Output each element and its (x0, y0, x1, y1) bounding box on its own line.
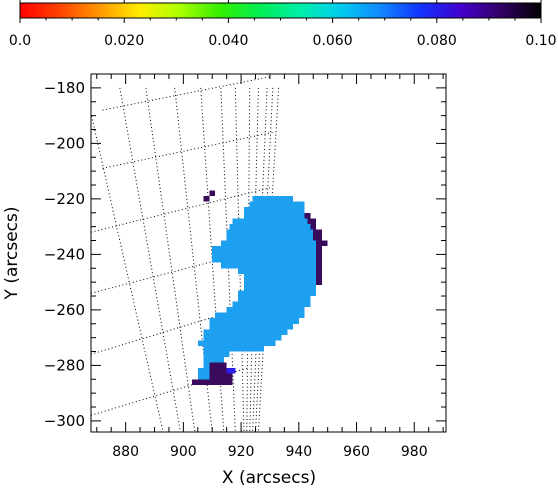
map-pixel-row-main (238, 296, 311, 302)
map-pixel-row-main (226, 234, 317, 241)
map-pixel-row-main (243, 284, 317, 291)
y-tick-label: −240 (44, 245, 85, 263)
map-pixel-row-main (226, 229, 317, 235)
y-tick-label: −220 (44, 190, 85, 208)
map-pixel-row-limb-edge (304, 212, 311, 219)
x-tick-label: 980 (401, 444, 428, 460)
map-pixel-row-main (197, 340, 276, 346)
map-pixel-row-main (232, 301, 311, 308)
map-pixel-row-limb-edge (313, 229, 322, 235)
y-tick-label: −200 (44, 134, 85, 152)
map-pixel-row-limb-edge (307, 218, 317, 224)
map-pixel-row-main (243, 273, 317, 280)
map-pixel-row-limb-edge (316, 240, 328, 247)
map-pixel-row-main (220, 240, 317, 247)
map-pixel-row-limb-edge (316, 257, 322, 263)
map-pixel-row-bottom-cluster (209, 368, 227, 374)
map-pixel-row-bottom-cluster (192, 379, 233, 385)
y-tick-label: −260 (44, 301, 85, 319)
grid-meridian (91, 111, 164, 432)
map-pixel-row-bottom-cluster (209, 362, 227, 369)
grid-meridian (119, 87, 181, 432)
y-tick-label: −180 (44, 79, 85, 97)
map-pixel-row-main (203, 345, 265, 352)
x-tick-label: 880 (112, 444, 139, 460)
x-tick-label: 940 (285, 444, 312, 460)
colorbar: 0.0 0.020 0.040 0.060 0.080 0.10 (9, 0, 557, 49)
map-pixel-row-main (249, 201, 305, 208)
map-pixel-row-main (243, 212, 305, 219)
map-pixel-row-main (209, 318, 299, 324)
grid-parallel (91, 248, 262, 294)
map-pixel-row-limb-edge (310, 223, 317, 230)
colorbar-ticks: 0.0 0.020 0.040 0.060 0.080 0.10 (9, 0, 557, 49)
plot-frame (90, 73, 447, 433)
grid-parallel (102, 76, 271, 111)
map-pixel-row-blue-spot (226, 368, 236, 374)
map-pixel-row-limb-edge (316, 262, 322, 269)
colorbar-tick-label: 0.040 (208, 33, 248, 49)
map-pixel-row-limb-edge (316, 279, 322, 285)
map-pixel-row-main (220, 262, 317, 269)
y-tick-label: −280 (44, 356, 85, 374)
plot-area: 880 900 920 940 960 980 −180−200−220−240−260−… (44, 73, 447, 460)
map-pixel-row-main (238, 268, 317, 274)
map-pixel-row-main (232, 218, 311, 224)
x-axis: 880 900 920 940 960 980 (96, 74, 444, 460)
map-pixel-row-limb-edge (316, 251, 322, 258)
colorbar-tick-label: 0.080 (417, 33, 457, 49)
map-pixel-row-limb-edge (316, 273, 322, 280)
map-pixel-row-main (238, 290, 317, 297)
map-pixel-row-main (229, 223, 311, 230)
map-pixel-row-main (197, 373, 213, 380)
x-tick-label: 920 (228, 444, 255, 460)
x-tick-label: 900 (170, 444, 197, 460)
map-pixel-row-main (243, 279, 317, 285)
map-pixel-row-main (203, 351, 230, 358)
map-pixel-row-main (243, 207, 305, 213)
x-tick-label: 960 (343, 444, 370, 460)
map-pixel-row-main (203, 334, 282, 341)
map-pixel-row-main (252, 196, 294, 202)
map-pixel-row-limb-edge (316, 246, 322, 252)
map-pixel-row-main (203, 329, 288, 335)
map-pixel-row-main (212, 257, 317, 263)
y-axis: −180 −200 −220 −240 −260 −280 −300 (44, 73, 446, 430)
map-pixel-row-limb-edge (313, 234, 322, 241)
x-axis-label: X (arcsecs) (222, 468, 316, 488)
map-pixel-row-isolated (203, 196, 210, 202)
colorbar-tick-label: 0.020 (104, 33, 144, 49)
map-pixel-row-main (215, 312, 305, 319)
grid-meridian (145, 87, 196, 432)
colorbar-tick-label: 0.0 (9, 33, 31, 49)
colorbar-strip (20, 3, 541, 18)
map-pixel-row-main (212, 251, 317, 258)
grid-parallel (102, 131, 273, 169)
map-pixel-row-main (212, 246, 317, 252)
map-pixel-row-limb-edge (316, 268, 322, 274)
map-pixel-row-bottom-cluster (209, 373, 233, 380)
map-pixel-row-isolated (209, 190, 216, 197)
intensity-map (192, 190, 328, 385)
map-pixel-row-main (209, 323, 294, 330)
colorbar-tick-label: 0.10 (525, 33, 556, 49)
colorbar-tick-label: 0.060 (313, 33, 353, 49)
y-axis-label: Y (arcsecs) (2, 207, 22, 301)
map-pixel-row-main (226, 307, 305, 313)
map-pixel-row-main (203, 357, 224, 363)
y-tick-label: −300 (44, 412, 85, 430)
